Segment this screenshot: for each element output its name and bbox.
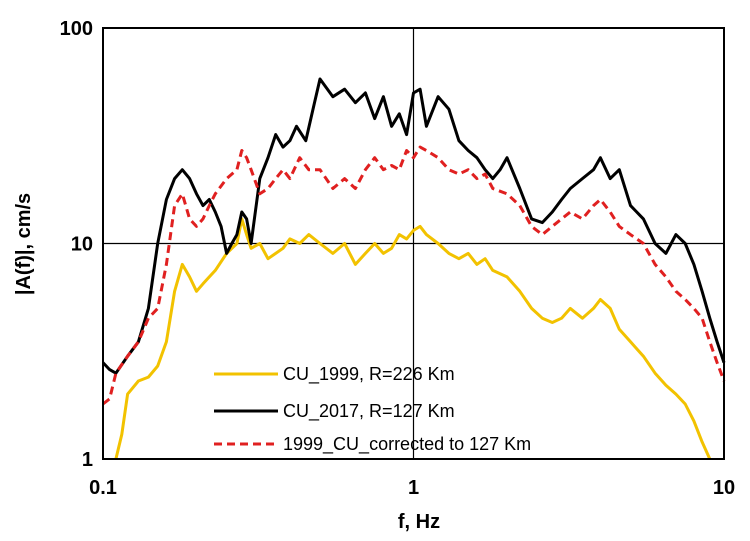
legend: CU_1999, R=226 Km CU_2017, R=127 Km 1999…	[214, 364, 531, 455]
legend-label-1999-corrected: 1999_CU_corrected to 127 Km	[283, 434, 531, 455]
x-tick-label-2: 10	[713, 477, 735, 499]
y-tick-label-1: 10	[71, 234, 93, 256]
y-axis-label: |A(f)|, cm/s	[13, 193, 35, 295]
series-line-1	[101, 77, 726, 375]
legend-label-cu-2017: CU_2017, R=127 Km	[283, 401, 455, 422]
series-line-0	[114, 217, 712, 460]
y-tick-label-0: 1	[82, 449, 93, 471]
y-tick-label-2: 100	[60, 18, 93, 40]
x-tick-label-0: 0.1	[89, 477, 117, 499]
x-tick-label-1: 1	[408, 477, 419, 499]
y-ticks-layer: 1 10 100	[60, 18, 93, 471]
legend-label-cu-1999: CU_1999, R=226 Km	[283, 364, 455, 385]
x-ticks-layer: 0.1 1 10	[89, 477, 735, 499]
series-line-2	[102, 145, 726, 406]
x-axis-label: f, Hz	[398, 511, 440, 533]
series-layer	[101, 77, 726, 460]
plot-frame	[102, 27, 725, 460]
